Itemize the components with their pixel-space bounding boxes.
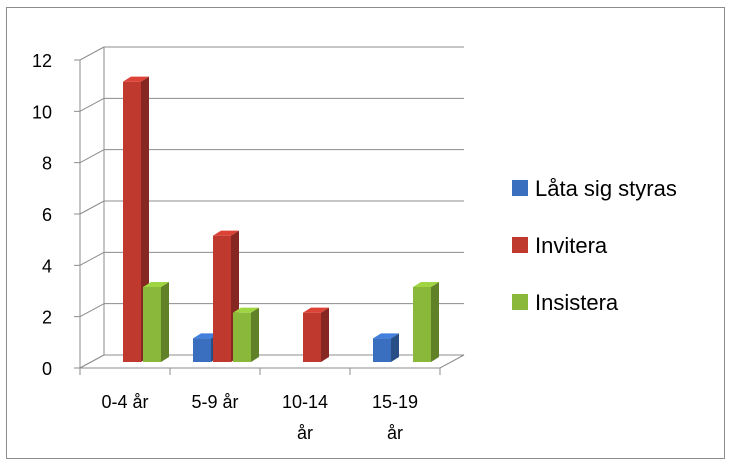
gridline-side-3 (79, 200, 105, 215)
gridline-side-2 (79, 251, 105, 266)
x-tick-label-3-line2: år (387, 423, 403, 443)
bar-l-ta-sig-styras-3 (373, 333, 399, 362)
x-tick-label-1: 5-9 år (191, 392, 238, 412)
x-tick-label-2: 10-14 (282, 392, 328, 412)
y-tick-label-5: 10 (32, 102, 52, 122)
bar-insistera-1 (233, 307, 259, 362)
y-tick-label-1: 2 (42, 308, 52, 328)
bar-insistera-0 (143, 282, 169, 362)
legend-swatch-1 (512, 237, 528, 253)
legend-label-1: Invitera (535, 233, 608, 258)
legend-swatch-0 (512, 180, 528, 196)
legend-swatch-2 (512, 294, 528, 310)
legend-label-0: Låta sig styras (535, 176, 677, 201)
x-tick-label-2-line2: år (297, 423, 313, 443)
y-tick-label-6: 12 (32, 51, 52, 71)
gridline-side-5 (79, 97, 105, 112)
y-tick-label-3: 6 (42, 205, 52, 225)
legend-label-2: Insistera (535, 290, 619, 315)
gridline-side-6 (79, 46, 105, 61)
gridline-side-1 (79, 303, 105, 318)
x-tick-label-3: 15-19 (372, 392, 418, 412)
x-tick-label-0: 0-4 år (101, 392, 148, 412)
y-tick-label-0: 0 (42, 359, 52, 379)
gridline-side-4 (79, 149, 105, 164)
y-tick-label-4: 8 (42, 154, 52, 174)
bar-invitera-2 (303, 307, 329, 362)
y-tick-label-2: 4 (42, 256, 52, 276)
bar-insistera-3 (413, 282, 439, 362)
